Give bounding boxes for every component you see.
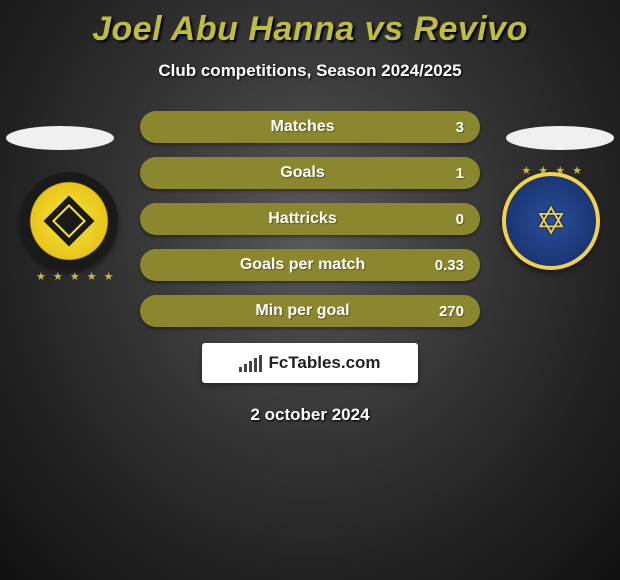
bar (239, 367, 242, 372)
bar (254, 358, 257, 372)
left-crest-stars: ★ ★ ★ ★ ★ (36, 270, 116, 283)
stat-row-gpm: Goals per match 0.33 (140, 249, 480, 281)
subtitle: Club competitions, Season 2024/2025 (0, 61, 620, 81)
bar (249, 361, 252, 372)
stat-label: Goals per match (186, 256, 419, 274)
brand-label: FcTables.com (268, 353, 380, 373)
star-icon: ✡ (535, 199, 567, 244)
stat-label: Goals (186, 164, 419, 182)
stat-row-goals: Goals 1 (140, 157, 480, 189)
date-label: 2 october 2024 (0, 405, 620, 425)
stat-right-value: 3 (419, 119, 464, 136)
stat-row-matches: Matches 3 (140, 111, 480, 143)
stat-right-value: 0.33 (419, 257, 464, 274)
bar (244, 364, 247, 372)
left-shadow-ellipse (6, 126, 114, 150)
stat-label: Min per goal (186, 302, 419, 320)
right-crest-stars: ★ ★ ★ ★ (521, 164, 584, 177)
stat-label: Matches (186, 118, 419, 136)
stat-row-hattricks: Hattricks 0 (140, 203, 480, 235)
right-team-crest: ✡ (502, 172, 600, 270)
left-team-crest (20, 172, 118, 270)
bar (259, 355, 262, 372)
stat-label: Hattricks (186, 210, 419, 228)
right-shadow-ellipse (506, 126, 614, 150)
stat-right-value: 0 (419, 211, 464, 228)
stat-right-value: 1 (419, 165, 464, 182)
stat-right-value: 270 (419, 303, 464, 320)
bar-chart-icon (239, 354, 262, 372)
brand-box[interactable]: FcTables.com (202, 343, 418, 383)
page-title: Joel Abu Hanna vs Revivo (0, 0, 620, 49)
diamond-icon (44, 196, 95, 247)
stat-row-mpg: Min per goal 270 (140, 295, 480, 327)
